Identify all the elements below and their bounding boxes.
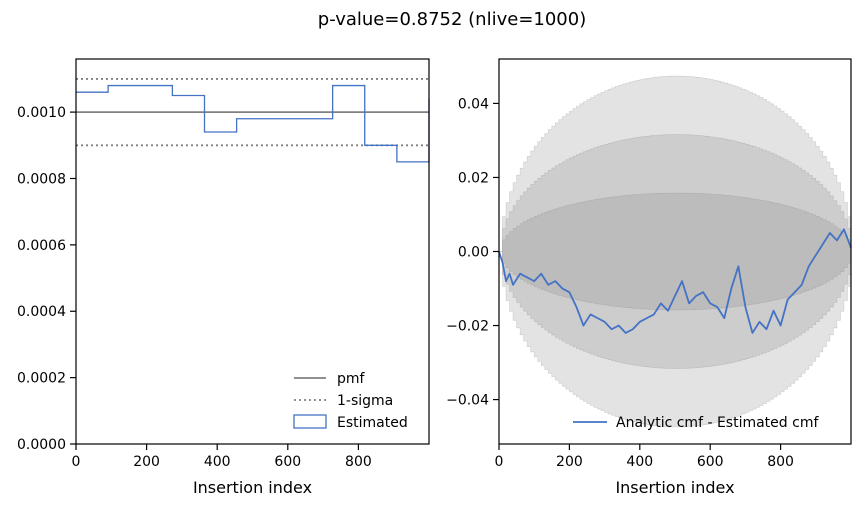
right-ytick-label: 0.00	[458, 245, 489, 261]
right-ytick-label: 0.02	[458, 170, 489, 186]
legend-pmf-label: pmf	[337, 371, 366, 387]
right-plot-area	[498, 75, 852, 428]
sigma-band-1-sigma	[499, 192, 852, 311]
left-xlabel: Insertion index	[193, 478, 312, 497]
left-xtick-label: 200	[133, 454, 160, 470]
left-ytick-label: 0.0006	[17, 238, 66, 254]
right-xtick-label: 200	[556, 454, 583, 470]
left-xtick-label: 0	[72, 454, 81, 470]
right-xlabel: Insertion index	[615, 478, 734, 497]
estimated-histogram	[76, 84, 430, 163]
right-xtick-label: 400	[626, 454, 653, 470]
left-ytick-label: 0.0004	[17, 304, 66, 320]
right-ytick-label: 0.04	[458, 96, 489, 112]
right-ytick-label: −0.02	[446, 319, 489, 335]
right-axes-frame	[498, 58, 852, 445]
legend-sigma-label: 1-sigma	[337, 393, 393, 409]
right-xtick-label: 0	[495, 454, 504, 470]
right-xtick-label: 600	[697, 454, 724, 470]
left-xtick-label: 800	[345, 454, 372, 470]
left-plot-area	[76, 78, 430, 163]
left-panel: 0 200 400 600 800 0.0000 0.0002 0.0004 0.0006 0.0…	[17, 58, 430, 497]
left-ytick-label: 0.0008	[17, 171, 66, 187]
left-xtick-label: 600	[274, 454, 301, 470]
right-xtick-label: 800	[767, 454, 794, 470]
left-legend: pmf 1-sigma Estimated	[293, 371, 408, 431]
legend-cmf-label: Analytic cmf - Estimated cmf	[616, 415, 819, 431]
figure-title: p-value=0.8752 (nlive=1000)	[318, 9, 586, 30]
right-legend: Analytic cmf - Estimated cmf	[573, 415, 819, 431]
legend-estimated-swatch	[293, 414, 327, 429]
left-ytick-label: 0.0000	[17, 437, 66, 453]
left-ytick-label: 0.0010	[17, 105, 66, 121]
right-panel: 0 200 400 600 800 −0.04 −0.02 0.00 0.02 0.04 Inse…	[446, 58, 852, 497]
left-ticks: 0 200 400 600 800 0.0000 0.0002 0.0004 0.0006 0.0…	[17, 105, 372, 470]
legend-estimated-label: Estimated	[337, 415, 408, 431]
left-xtick-label: 400	[204, 454, 231, 470]
right-ytick-label: −0.04	[446, 393, 489, 409]
left-axes-frame	[75, 58, 430, 445]
right-ticks: 0 200 400 600 800 −0.04 −0.02 0.00 0.02 0.04	[446, 96, 794, 470]
left-ytick-label: 0.0002	[17, 371, 66, 387]
